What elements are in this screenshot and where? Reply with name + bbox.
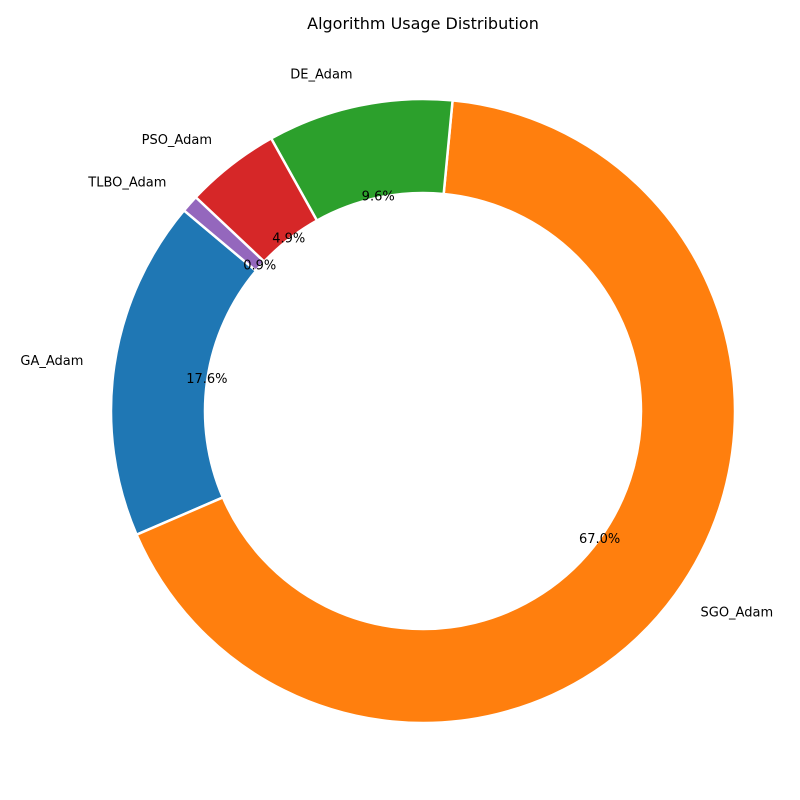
percent-label: 4.9% <box>272 231 305 246</box>
chart-title: Algorithm Usage Distribution <box>307 14 539 33</box>
slice-label: DE_Adam <box>290 68 352 83</box>
percent-label: 67.0% <box>579 532 620 547</box>
labels-group: GA_Adam 17.6% SGO_Adam 67.0% DE_Adam 9.6% PSO_… <box>20 68 773 621</box>
percent-label: 0.9% <box>243 258 276 273</box>
slice-label: PSO_Adam <box>142 133 212 148</box>
slice-label: TLBO_Adam <box>87 176 166 191</box>
slice-label: GA_Adam <box>20 354 83 369</box>
slice-tlbo-adam <box>182 195 266 273</box>
percent-label: 9.6% <box>362 190 395 205</box>
slices-group <box>109 97 737 725</box>
slice-ga-adam <box>109 208 258 537</box>
slice-sgo-adam <box>134 99 737 725</box>
slice-label: SGO_Adam <box>701 605 774 620</box>
percent-label: 17.6% <box>186 372 227 387</box>
